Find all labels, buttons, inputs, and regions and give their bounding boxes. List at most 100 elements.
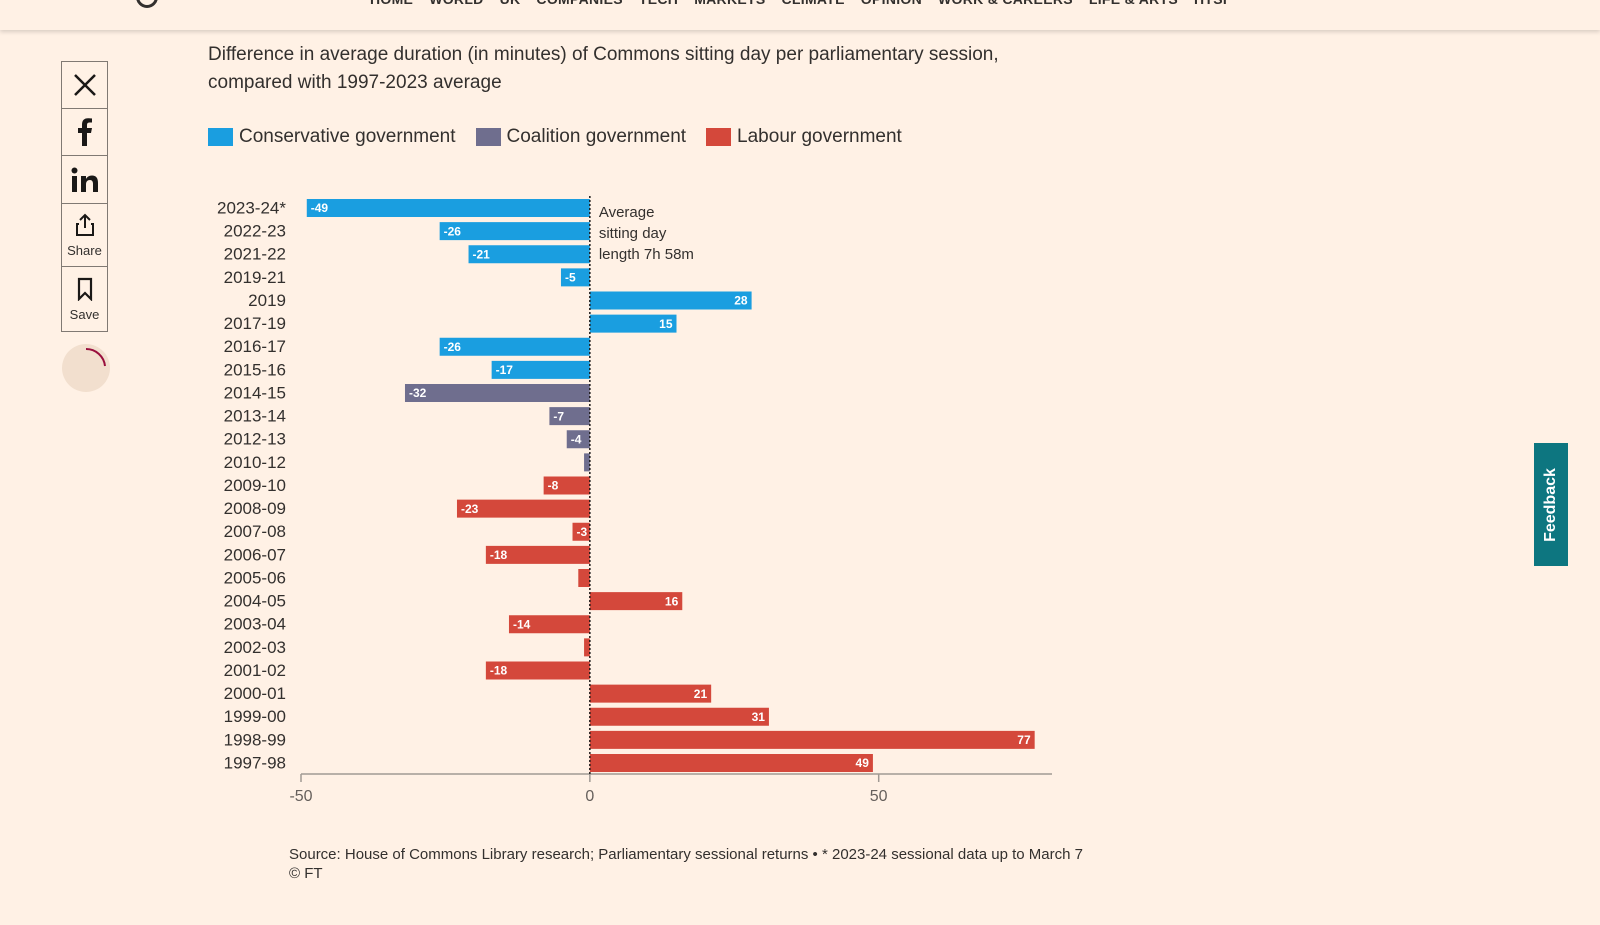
legend-item: Labour government <box>706 126 902 148</box>
bar-value-label: -4 <box>571 432 582 446</box>
x-tick-label: 50 <box>870 788 888 805</box>
bar-value-label: -23 <box>461 502 479 516</box>
nav-item[interactable]: WORLD <box>429 0 483 7</box>
share-icon <box>75 213 94 236</box>
top-nav: HOME WORLD UK COMPANIES TECH MARKETS CLIMATE OP… <box>0 0 1600 30</box>
y-tick-label: 1997-98 <box>224 753 286 772</box>
bar-value-label: 31 <box>752 710 766 724</box>
y-tick-label: 2023-24* <box>217 198 286 217</box>
legend-swatch <box>475 128 501 146</box>
source-text: Source: House of Commons Library researc… <box>289 846 1083 863</box>
chart-title: Difference in average duration (in minut… <box>208 44 999 93</box>
feedback-tab[interactable]: Feedback <box>1534 443 1568 566</box>
bar <box>589 684 712 703</box>
nav-item[interactable]: CLIMATE <box>782 0 845 7</box>
y-tick-label: 2021-22 <box>224 245 286 264</box>
bar <box>584 453 590 472</box>
bar-value-label: 49 <box>856 756 870 770</box>
menu-icon[interactable] <box>62 0 86 5</box>
nav-item[interactable]: UK <box>500 0 521 7</box>
linkedin-icon <box>71 167 98 192</box>
y-tick-label: 2006-07 <box>224 545 286 564</box>
linkedin-button[interactable] <box>61 155 108 204</box>
annotation: sitting day <box>599 225 667 242</box>
nav-item[interactable]: MARKETS <box>694 0 765 7</box>
y-tick-label: 2003-04 <box>224 615 286 634</box>
x-tick-label: -50 <box>289 788 312 805</box>
feedback-label: Feedback <box>1542 467 1559 542</box>
chart: 2023-24* 2022-23 2021-22 2019-21 2019 2017-19… <box>217 196 1052 805</box>
bar-value-label: 28 <box>734 294 748 308</box>
bar-value-label: -3 <box>577 525 588 539</box>
nav-item[interactable]: HTSI <box>1194 0 1227 7</box>
bar <box>560 268 590 287</box>
bar <box>589 730 1035 749</box>
bar-value-label: -21 <box>473 247 491 261</box>
bar-value-label: -49 <box>311 201 329 215</box>
bar <box>572 522 590 541</box>
y-tick-label: 2016-17 <box>224 337 286 356</box>
y-tick-label: 2007-08 <box>224 522 286 541</box>
nav-items: HOME WORLD UK COMPANIES TECH MARKETS CLIMATE OP… <box>370 0 1227 7</box>
bar <box>589 592 683 611</box>
y-tick-label: 1998-99 <box>224 730 286 749</box>
bar <box>578 569 590 587</box>
nav-item[interactable]: HOME <box>370 0 413 7</box>
legend-swatch <box>208 128 233 146</box>
x-tick-label: 0 <box>585 788 594 805</box>
search-icon[interactable] <box>136 0 158 8</box>
bar <box>589 754 873 772</box>
legend-label: Labour government <box>737 126 902 147</box>
bar-value-label: -5 <box>565 271 576 285</box>
bar <box>491 360 590 379</box>
y-tick-label: 2015-16 <box>224 360 286 379</box>
bar <box>549 407 590 426</box>
y-tick-label: 1999-00 <box>224 707 286 726</box>
bar <box>485 661 590 680</box>
bar-value-label: -7 <box>553 409 564 423</box>
bar <box>439 337 590 356</box>
legend-swatch <box>706 128 732 146</box>
facebook-icon <box>77 118 92 146</box>
y-tick-label: 2008-09 <box>224 499 286 518</box>
nav-item[interactable]: OPINION <box>861 0 922 7</box>
source-note: Source: House of Commons Library researc… <box>289 845 1083 883</box>
legend-label: Conservative government <box>239 126 456 147</box>
share-button[interactable]: Share <box>61 203 108 267</box>
bar <box>589 707 769 726</box>
y-tick-label: 2010-12 <box>224 453 286 472</box>
y-tick-label: 2009-10 <box>224 476 286 495</box>
nav-item[interactable]: WORK & CAREERS <box>938 0 1073 7</box>
bar-value-label: 21 <box>694 687 708 701</box>
legend-item: Conservative government <box>208 126 456 148</box>
bar <box>485 545 590 564</box>
bar <box>404 384 590 402</box>
save-button[interactable]: Save <box>61 266 108 332</box>
save-label: Save <box>69 306 100 322</box>
y-tick-label: 2012-13 <box>224 430 286 449</box>
bar-value-label: 15 <box>659 317 673 331</box>
nav-item[interactable]: COMPANIES <box>536 0 622 7</box>
y-tick-label: 2014-15 <box>224 383 286 402</box>
y-tick-label: 2017-19 <box>224 314 286 333</box>
x-share-button[interactable] <box>61 61 108 109</box>
y-tick-label: 2019 <box>248 291 286 310</box>
bar <box>589 314 677 333</box>
y-tick-label: 2005-06 <box>224 568 286 587</box>
bar-value-label: -14 <box>513 617 531 631</box>
bar-value-label: -18 <box>490 548 508 562</box>
nav-item[interactable]: LIFE & ARTS <box>1089 0 1178 7</box>
save-icon <box>77 277 92 301</box>
bar-value-label: -26 <box>444 340 462 354</box>
bar <box>439 222 590 241</box>
bar <box>468 245 590 264</box>
bar-value-label: -17 <box>496 363 514 377</box>
nav-item[interactable]: TECH <box>639 0 678 7</box>
y-tick-label: 2022-23 <box>224 222 286 241</box>
loading-spinner <box>62 344 110 392</box>
annotation: Average <box>599 204 655 221</box>
y-tick-label: 2002-03 <box>224 638 286 657</box>
x-icon <box>73 74 96 96</box>
bar-value-label: 77 <box>1017 733 1031 747</box>
